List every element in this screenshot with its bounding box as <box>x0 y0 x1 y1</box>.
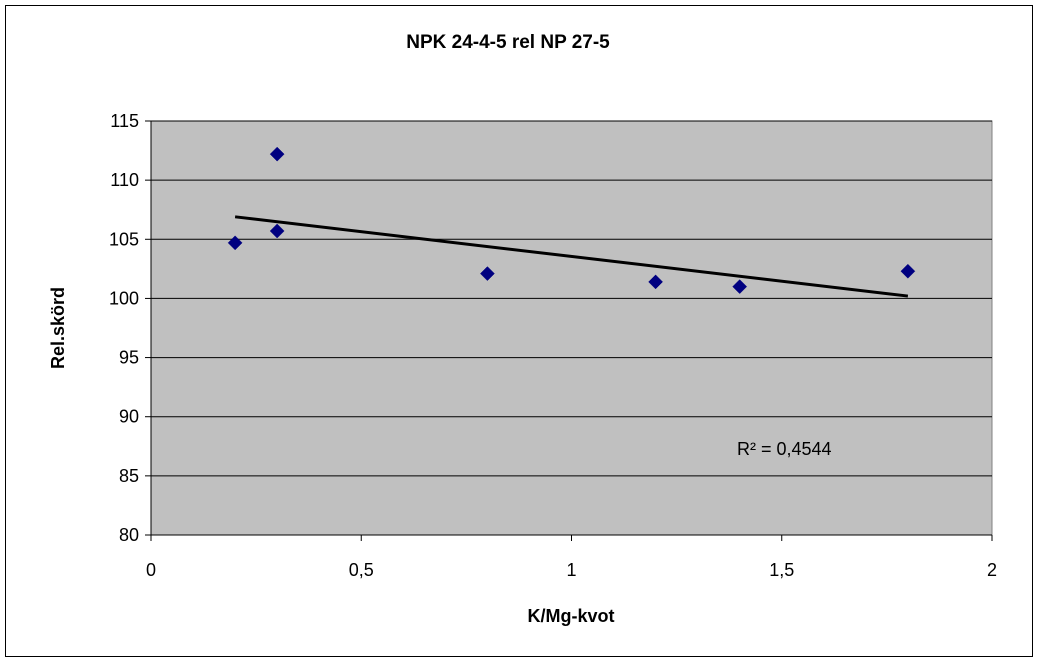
x-axis-label: K/Mg-kvot <box>528 606 615 626</box>
y-tick-label-115: 115 <box>110 111 139 131</box>
data-point-2 <box>269 146 285 162</box>
data-point-6 <box>732 279 748 294</box>
r-squared-annotation: R² = 0,4544 <box>737 439 832 459</box>
y-tick-label-110: 110 <box>110 170 139 190</box>
y-tick-label-80: 80 <box>119 525 139 545</box>
data-point-3 <box>269 223 285 239</box>
data-markers <box>227 146 916 294</box>
y-axis-label: Rel.skörd <box>48 287 68 369</box>
x-tick-labels: 0 0,5 1 1,5 2 <box>146 560 997 580</box>
x-tick-label-1: 1 <box>566 560 576 580</box>
y-tick-label-90: 90 <box>119 407 139 427</box>
axes <box>145 120 993 541</box>
x-tick-label-1,5: 1,5 <box>769 560 794 580</box>
data-point-1 <box>227 235 243 251</box>
y-tick-label-100: 100 <box>109 288 139 308</box>
plot-area <box>150 120 993 536</box>
y-tick-labels: 80 85 90 95 100 105 110 115 <box>109 111 139 545</box>
y-tick-label-95: 95 <box>119 348 139 368</box>
data-point-7 <box>900 263 916 279</box>
x-tick-label-2: 2 <box>987 560 997 580</box>
y-tick-label-85: 85 <box>119 466 139 486</box>
gridlines <box>151 120 992 477</box>
y-tick-label-105: 105 <box>109 229 139 249</box>
chart-title: NPK 24-4-5 rel NP 27-5 <box>406 32 610 53</box>
x-tick-label-0: 0 <box>146 560 156 580</box>
data-point-5 <box>648 274 663 290</box>
trendline-group <box>234 215 909 298</box>
data-point-4 <box>480 266 495 281</box>
x-tick-label-0,5: 0,5 <box>349 560 374 580</box>
trendline <box>234 215 909 298</box>
